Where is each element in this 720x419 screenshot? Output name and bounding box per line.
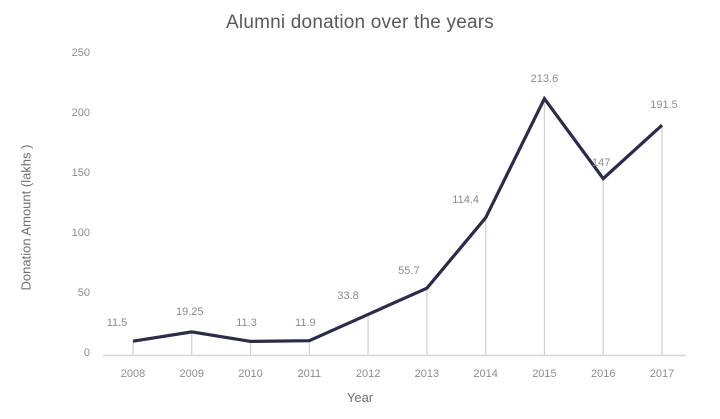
- drop-lines-group: [132, 98, 663, 355]
- y-tick-label: 200: [71, 107, 90, 119]
- data-point-label: 191.5: [650, 99, 678, 112]
- data-point-label: 19.25: [176, 305, 204, 318]
- x-tick-label: 2009: [179, 368, 204, 380]
- data-point-label: 11.5: [106, 317, 128, 330]
- x-axis-title: Year: [346, 390, 374, 405]
- y-axis-title: Donation Amount (lakhs ): [18, 144, 34, 291]
- data-point-label: 11.3: [236, 317, 257, 330]
- data-point-label: 213.6: [530, 72, 559, 85]
- y-tick-label: 100: [71, 227, 90, 239]
- x-tick-label: 2016: [590, 368, 616, 380]
- x-tick-label: 2010: [238, 368, 263, 380]
- x-tick-label: 2015: [532, 368, 557, 380]
- y-tick-label: 250: [71, 47, 90, 59]
- x-tick-label: 2013: [414, 368, 440, 380]
- x-tick-label: 2014: [473, 368, 498, 380]
- data-point-label: 11.9: [295, 316, 316, 329]
- data-point-label: 55.7: [398, 265, 420, 278]
- data-series-line: [132, 95, 664, 344]
- x-tick-label: 2012: [355, 368, 381, 380]
- data-point-label: 147: [592, 156, 611, 169]
- data-point-label: 33.8: [337, 290, 359, 303]
- y-tick-label: 0: [83, 347, 90, 359]
- x-tick-label: 2017: [649, 368, 675, 380]
- y-tick-label: 150: [71, 167, 90, 179]
- data-point-label: 114.4: [452, 193, 480, 206]
- x-tick-label: 2011: [297, 368, 322, 380]
- chart-title: Alumni donation over the years: [226, 12, 494, 33]
- y-tick-label: 50: [77, 287, 90, 299]
- x-tick-label: 2008: [120, 368, 146, 380]
